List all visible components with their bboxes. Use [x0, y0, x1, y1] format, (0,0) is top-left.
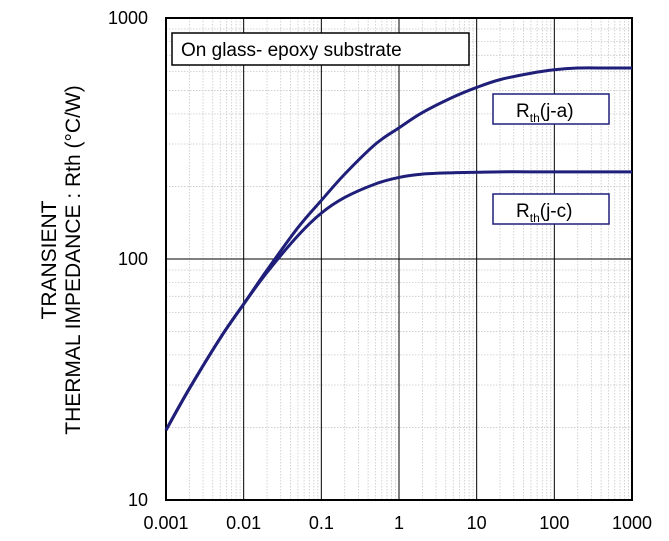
x-tick-label: 1 [394, 513, 404, 533]
y-axis-label-line2: THERMAL IMPEDANCE : Rth (°C/W) [62, 85, 85, 434]
series-label-rth-jc-suffix: (j-c) [540, 201, 573, 222]
y-tick-labels: 10 100 1000 [108, 8, 148, 510]
x-tick-label: 0.001 [143, 513, 188, 533]
plot-frame [165, 17, 633, 501]
y-axis-label-line1: TRANSIENT [38, 200, 61, 319]
x-tick-label: 100 [539, 513, 569, 533]
y-tick-label: 1000 [108, 8, 148, 28]
svg-text:Rth(j-c): Rth(j-c) [516, 201, 572, 225]
major-grid [166, 18, 632, 500]
svg-text:Rth(j-a): Rth(j-a) [516, 101, 574, 125]
series-label-rth-ja-suffix: (j-a) [540, 101, 574, 122]
annotation-text: On glass- epoxy substrate [181, 40, 402, 61]
series-line-rth-jc [164, 170, 632, 431]
series-label-rth-ja-sub: th [530, 111, 540, 125]
series-label-rth-jc-main: R [516, 201, 530, 222]
series-label-rth-jc-sub: th [530, 211, 540, 225]
annotation-box: On glass- epoxy substrate [171, 32, 470, 66]
x-tick-labels: 0.001 0.01 0.1 1 10 100 1000 [143, 513, 652, 533]
series-label-rth-ja: Rth(j-a) [492, 93, 610, 125]
series-label-rth-jc: Rth(j-c) [492, 193, 610, 225]
y-tick-label: 10 [128, 490, 148, 510]
y-tick-label: 100 [118, 249, 148, 269]
x-tick-label: 1000 [612, 513, 652, 533]
x-tick-label: 0.01 [226, 513, 261, 533]
x-tick-label: 0.1 [309, 513, 334, 533]
series-label-rth-ja-main: R [516, 101, 530, 122]
series-layer [164, 66, 632, 431]
x-tick-label: 10 [467, 513, 487, 533]
